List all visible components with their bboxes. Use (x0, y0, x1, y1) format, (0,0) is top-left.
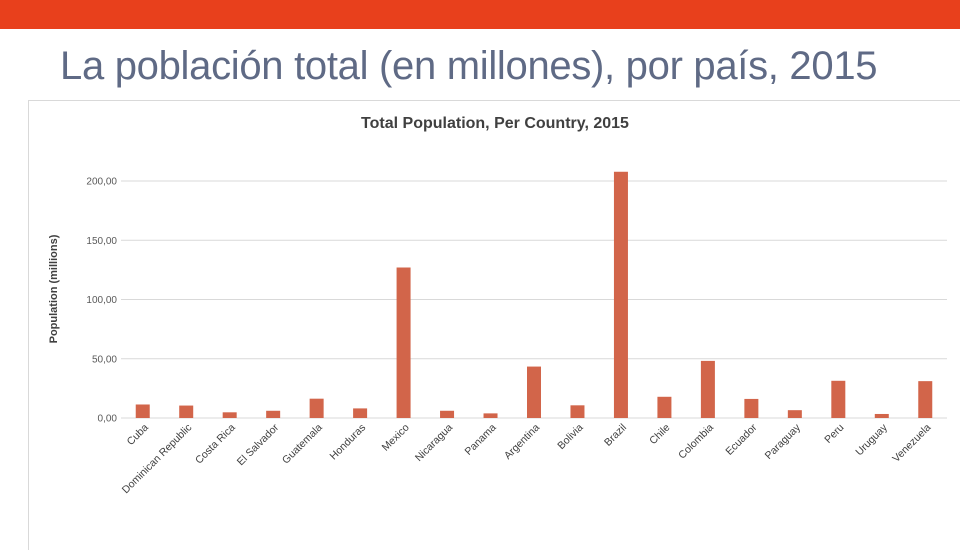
bar-bolivia (570, 405, 585, 418)
y-tick-label: 100,00 (86, 295, 117, 306)
bar-dominican-republic (179, 405, 194, 418)
category-label: Brazil (602, 422, 629, 449)
bars (135, 171, 933, 418)
chart-frame: Total Population, Per Country, 2015 Popu… (28, 100, 960, 550)
category-label: Guatemala (280, 422, 325, 467)
category-label: Peru (822, 422, 846, 446)
bar-colombia (700, 360, 715, 418)
y-axis-label: Population (millions) (48, 234, 60, 343)
chart-title: Total Population, Per Country, 2015 (361, 115, 629, 132)
category-label: Bolivia (555, 422, 585, 452)
category-label: Nicaragua (413, 422, 455, 464)
category-label: Mexico (380, 422, 412, 454)
bar-brazil (613, 171, 628, 418)
category-label: Ecuador (723, 421, 759, 457)
y-tick-label: 0,00 (98, 414, 118, 425)
bar-nicaragua (440, 410, 455, 418)
category-label: Venezuela (890, 422, 933, 465)
category-label: Costa Rica (193, 422, 238, 467)
category-label: Colombia (676, 422, 716, 462)
bar-panama (483, 413, 498, 418)
category-label: El Salvador (235, 421, 282, 468)
gridlines (121, 180, 947, 419)
bar-guatemala (309, 398, 324, 418)
bar-chile (657, 396, 672, 418)
top-accent-bar (0, 0, 960, 29)
category-label: Cuba (125, 422, 151, 448)
category-label: Paraguay (763, 421, 804, 462)
category-label: Argentina (502, 422, 542, 462)
bar-argentina (527, 366, 541, 418)
category-label: Uruguay (853, 421, 890, 458)
category-label: Honduras (328, 422, 369, 463)
bar-honduras (353, 408, 368, 418)
bar-costa-rica (222, 412, 237, 418)
population-bar-chart: Total Population, Per Country, 2015 Popu… (48, 115, 947, 496)
bar-venezuela (918, 381, 933, 418)
category-label: Chile (647, 422, 673, 448)
bar-paraguay (787, 410, 802, 418)
bar-el-salvador (266, 410, 281, 418)
category-label: Panama (463, 422, 499, 458)
slide-title: La población total (en millones), por pa… (60, 44, 878, 88)
bar-uruguay (874, 413, 889, 418)
y-tick-label: 150,00 (86, 236, 117, 247)
bar-mexico (396, 267, 411, 418)
y-axis-ticks: 0,00 50,00 100,00 150,00 200,00 (86, 177, 117, 425)
y-tick-label: 50,00 (92, 354, 117, 365)
bar-ecuador (744, 398, 759, 418)
bar-cuba (135, 404, 150, 418)
y-tick-label: 200,00 (86, 177, 117, 188)
bar-peru (831, 380, 846, 418)
